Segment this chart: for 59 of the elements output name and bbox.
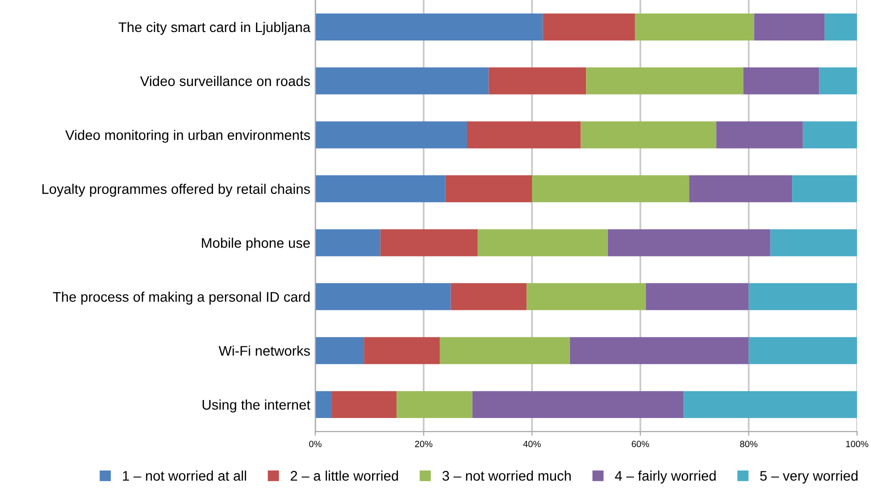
y-tick-label: The process of making a personal ID card	[52, 292, 310, 305]
x-tick-label: 20%	[415, 440, 432, 448]
legend-label: 5 – very worried	[760, 470, 858, 484]
x-tick-label: 40%	[523, 440, 541, 448]
bar	[716, 121, 803, 148]
y-tick-label: Mobile phone use	[202, 238, 310, 251]
bar	[748, 337, 858, 364]
bar	[532, 175, 690, 202]
bar	[748, 283, 858, 310]
bar	[586, 67, 744, 94]
bar	[315, 229, 380, 256]
x-tick-label: 80%	[740, 440, 758, 448]
bar	[450, 283, 527, 310]
y-tick-label: Video monitoring in urban environments	[65, 130, 310, 143]
bar	[824, 13, 858, 40]
bar	[478, 229, 608, 256]
bar	[445, 175, 532, 202]
y-tick-label: Loyalty programmes offered by retail chains	[42, 184, 310, 197]
x-tick-label: 60%	[632, 440, 650, 448]
bar	[315, 283, 451, 310]
bar	[754, 13, 825, 40]
bar	[634, 13, 754, 40]
legend-label: 1 – not worried at all	[122, 470, 246, 481]
bar	[542, 13, 635, 40]
y-tick-label: Video surveillance on roads	[140, 76, 310, 86]
y-tick-label: Using the internet	[202, 400, 310, 412]
y-tick-label: The city smart card in Ljubljana	[118, 22, 310, 35]
bar	[488, 67, 586, 94]
bar	[580, 121, 716, 148]
bar	[646, 283, 749, 310]
y-tick-label: Wi-Fi networks	[218, 346, 310, 356]
bar	[526, 283, 646, 310]
bar	[819, 67, 858, 94]
legend-label: 2 – a little worried	[290, 470, 398, 481]
x-tick-label: 0%	[309, 440, 322, 448]
legend-label: 3 – not worried much	[442, 470, 571, 481]
bar	[315, 337, 364, 364]
bar	[332, 391, 397, 418]
bar	[315, 67, 489, 94]
bar	[440, 337, 570, 364]
bar	[570, 337, 749, 364]
bar	[689, 175, 792, 202]
bar	[364, 337, 440, 364]
bar	[396, 391, 472, 418]
bar	[792, 175, 858, 202]
legend-label: 4 – fairly worried	[614, 470, 716, 484]
bar	[466, 121, 581, 148]
bar	[472, 391, 684, 418]
bar	[315, 391, 332, 418]
bar	[315, 13, 543, 40]
bar	[608, 229, 770, 256]
bar	[743, 67, 820, 94]
bar	[802, 121, 858, 148]
bar	[315, 175, 446, 202]
bar	[315, 121, 467, 148]
x-tick-label: 100%	[846, 440, 868, 448]
bar	[770, 229, 858, 256]
bar	[684, 391, 858, 418]
bar	[380, 229, 478, 256]
